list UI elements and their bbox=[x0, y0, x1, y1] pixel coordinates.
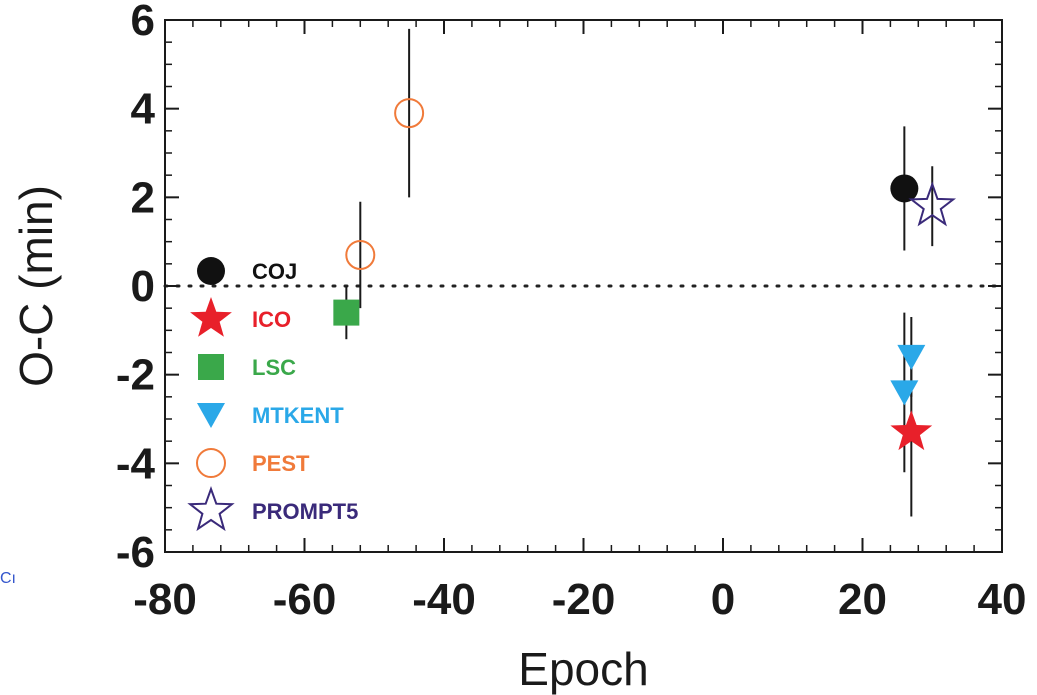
point-ico bbox=[890, 410, 933, 451]
legend-label-coj: COJ bbox=[252, 259, 297, 284]
legend-label-pest: PEST bbox=[252, 451, 310, 476]
legend-marker-lsc bbox=[198, 354, 224, 380]
legend-label-lsc: LSC bbox=[252, 355, 296, 380]
point-pest bbox=[394, 98, 425, 129]
legend-marker-pest bbox=[196, 448, 226, 478]
x-tick-label: -60 bbox=[273, 575, 337, 624]
point-lsc bbox=[333, 299, 360, 326]
y-tick-label: 4 bbox=[131, 85, 156, 134]
legend: COJ ICO LSC MTKENT PEST PROMPT5 bbox=[187, 257, 358, 532]
x-tick-label: 0 bbox=[711, 575, 735, 624]
x-tick-label: 40 bbox=[978, 575, 1027, 624]
point-mtkent bbox=[897, 344, 926, 370]
legend-marker-coj bbox=[197, 257, 225, 285]
y-tick-label: -2 bbox=[116, 351, 155, 400]
point-pest bbox=[345, 239, 376, 270]
y-axis-label: O-C (min) bbox=[10, 185, 62, 387]
y-tick-label: 0 bbox=[131, 262, 155, 311]
marker-layer bbox=[333, 98, 957, 451]
legend-label-mtkent: MTKENT bbox=[252, 403, 344, 428]
stray-text: Cı bbox=[0, 570, 16, 587]
y-tick-label: -4 bbox=[116, 439, 156, 488]
errorbar-layer bbox=[345, 28, 934, 517]
legend-marker-mtkent bbox=[197, 403, 225, 428]
legend-label-prompt5: PROMPT5 bbox=[252, 499, 358, 524]
x-axis-label: Epoch bbox=[518, 643, 648, 695]
x-tick-label: 20 bbox=[838, 575, 887, 624]
y-tick-label: 6 bbox=[131, 0, 155, 45]
x-tick-label: -40 bbox=[412, 575, 476, 624]
point-prompt5 bbox=[908, 181, 957, 227]
legend-label-ico: ICO bbox=[252, 307, 291, 332]
legend-marker-ico bbox=[190, 297, 232, 337]
point-coj bbox=[890, 174, 919, 203]
x-tick-label: -80 bbox=[133, 575, 197, 624]
y-tick-label: 2 bbox=[131, 173, 155, 222]
legend-marker-prompt5 bbox=[187, 486, 235, 532]
point-mtkent bbox=[890, 380, 919, 406]
x-tick-label: -20 bbox=[552, 575, 616, 624]
y-tick-label: -6 bbox=[116, 528, 155, 577]
